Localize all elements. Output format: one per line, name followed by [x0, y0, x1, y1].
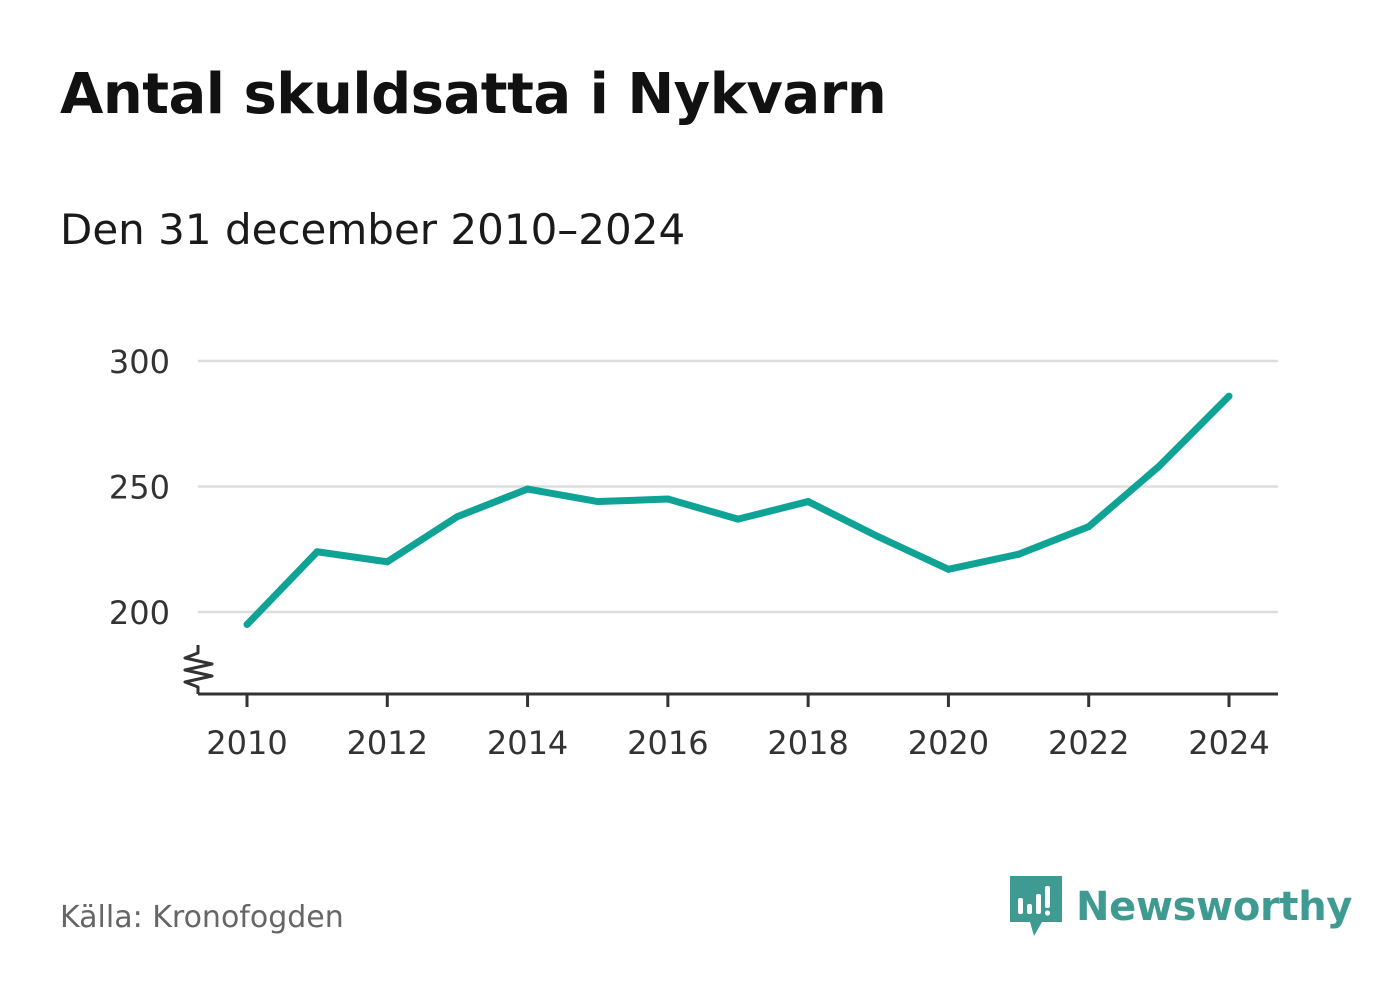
x-tick-label-2016: 2016	[627, 724, 708, 762]
axis-break-icon	[183, 645, 214, 694]
x-tick-label-2014: 2014	[487, 724, 568, 762]
x-tick-label-2018: 2018	[767, 724, 848, 762]
y-tick-label-200: 200	[109, 594, 170, 632]
gridlines	[198, 359, 1278, 614]
x-tick-label-2022: 2022	[1048, 724, 1129, 762]
brand-logo: Newsworthy	[1010, 876, 1353, 938]
data-point-2012	[383, 558, 391, 566]
chart-title: Antal skuldsatta i Nykvarn	[60, 62, 887, 127]
x-tick-label-2010: 2010	[206, 724, 287, 762]
y-axis-ticks: 200 250 300	[109, 343, 170, 632]
data-point-2019	[874, 533, 882, 541]
x-tick-label-2024: 2024	[1188, 724, 1269, 762]
data-point-2021	[1015, 550, 1023, 558]
series-line-0	[244, 393, 1232, 627]
data-point-2022	[1085, 523, 1093, 531]
x-tick-label-2020: 2020	[908, 724, 989, 762]
data-point-2018	[804, 498, 812, 506]
data-point-2013	[453, 513, 461, 521]
x-tick-label-2012: 2012	[347, 724, 428, 762]
data-point-2020	[944, 565, 952, 573]
data-point-2011	[313, 548, 321, 556]
series-layer	[243, 392, 1233, 629]
data-point-2016	[664, 495, 672, 503]
data-point-2010	[243, 621, 251, 629]
x-axis	[183, 645, 1278, 696]
data-point-2017	[734, 515, 742, 523]
source-note: Källa: Kronofogden	[60, 900, 344, 935]
data-point-2014	[524, 485, 532, 493]
y-tick-label-300: 300	[109, 343, 170, 381]
chart-subtitle: Den 31 december 2010–2024	[60, 205, 686, 254]
data-point-2024	[1225, 392, 1233, 400]
y-tick-label-250: 250	[109, 469, 170, 507]
newsworthy-logo-icon	[1010, 876, 1062, 936]
brand-name: Newsworthy	[1076, 884, 1353, 930]
x-axis-ticks: 2010 2012 2014 2016 2018 2020 2022 2024	[206, 694, 1270, 762]
data-point-2023	[1155, 462, 1163, 470]
data-point-2015	[594, 498, 602, 506]
